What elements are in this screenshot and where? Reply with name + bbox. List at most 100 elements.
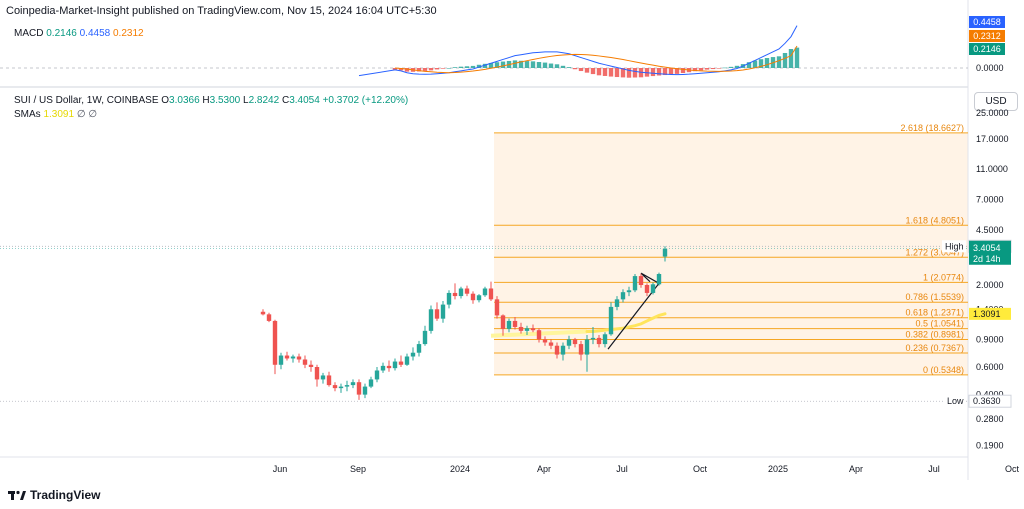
candle-body <box>440 304 446 319</box>
fib-levels: 2.618 (18.6627) 1.618 (4.8051) 1.272 (3.00… <box>494 123 968 376</box>
candle-body <box>566 339 572 346</box>
macd-hist-bar <box>608 68 614 77</box>
high-value: 3.5300 <box>209 95 241 106</box>
candles <box>260 246 668 400</box>
candle-body <box>596 337 602 345</box>
macd-signal-tag: 0.2312 <box>969 30 1005 42</box>
macd-hist-bar <box>476 64 482 68</box>
candle <box>632 274 638 293</box>
time-tick-label: Sep <box>350 464 366 474</box>
fib-zone <box>494 132 968 375</box>
candle <box>404 353 410 366</box>
candle-body <box>560 345 566 355</box>
candle <box>626 286 632 297</box>
candle-body <box>620 292 626 300</box>
candle <box>290 354 296 363</box>
candle-body <box>524 328 530 331</box>
macd-hist-tag: 0.2146 <box>969 43 1005 55</box>
macd-hist-bar <box>716 68 722 69</box>
candle-body <box>302 359 308 365</box>
fib-level-label: 0.5 (1.0541) <box>915 319 964 329</box>
candle-body <box>380 365 386 371</box>
price-tick-label: 0.1900 <box>976 440 1004 450</box>
macd-hist-bar <box>704 68 710 70</box>
candle <box>380 362 386 373</box>
candle-body <box>284 355 290 359</box>
macd-legend: MACD 0.2146 0.4458 0.2312 <box>14 28 144 39</box>
macd-hist-bar <box>494 62 500 68</box>
macd-hist-bar <box>710 68 716 70</box>
macd-hist-bar <box>470 65 476 68</box>
price-tick-label: 4.5000 <box>976 225 1004 235</box>
sma-empty-1: ∅ <box>76 109 86 120</box>
candle-body <box>536 330 542 340</box>
candle <box>422 325 428 346</box>
macd-hist-bar <box>620 68 626 78</box>
candle <box>650 282 656 295</box>
brand[interactable]: TradingView <box>8 488 100 502</box>
macd-hist-bar <box>656 68 662 76</box>
macd-signal-line <box>394 45 798 74</box>
currency-selector[interactable]: USD <box>974 92 1018 111</box>
macd-hist-bar <box>764 58 770 68</box>
candle <box>572 337 578 348</box>
candle-body <box>260 311 266 315</box>
chart-grid <box>0 0 969 480</box>
candle <box>656 272 662 286</box>
candle-body <box>626 290 632 293</box>
high-label: H <box>202 95 210 106</box>
candle-body <box>644 285 650 293</box>
sma-legend: SMAs 1.3091 ∅ ∅ <box>14 109 97 120</box>
macd-hist-bar <box>422 68 428 71</box>
macd-signal-value: 0.2312 <box>112 28 144 39</box>
candle-body <box>584 339 590 355</box>
candle <box>494 296 500 319</box>
macd-hist-bar <box>794 47 800 68</box>
macd-hist-bar <box>758 59 764 68</box>
macd-hist-value: 0.2146 <box>46 28 77 39</box>
candle <box>356 379 362 400</box>
candle <box>482 286 488 297</box>
high-tag-bg <box>942 240 966 253</box>
macd-hist-bar <box>728 66 734 68</box>
price-tick-label: 11.0000 <box>976 164 1008 174</box>
macd-hist-bar <box>572 68 578 70</box>
macd-hist-bar <box>680 68 686 74</box>
candle <box>398 355 404 367</box>
candle <box>530 324 536 333</box>
candle-body <box>470 293 476 301</box>
candle <box>578 340 584 361</box>
candle-body <box>458 288 464 297</box>
candle-body <box>278 355 284 365</box>
countdown-value: 2d 14h <box>973 254 1001 264</box>
open-value: 3.0366 <box>169 95 200 106</box>
macd-hist-bar <box>752 60 758 68</box>
brand-name: TradingView <box>30 488 101 502</box>
sma-line <box>585 312 667 334</box>
price-tick-label: 0.9000 <box>976 334 1004 344</box>
candle-body <box>530 328 536 331</box>
macd-hist-bar <box>530 61 536 68</box>
price-tick-label: 0.6000 <box>976 362 1004 372</box>
candle <box>596 334 602 348</box>
candle <box>434 302 440 321</box>
time-tick-label: 2024 <box>450 464 470 474</box>
candle-body <box>296 356 302 360</box>
macd-hist-bar <box>776 56 782 68</box>
candle-body <box>350 382 356 386</box>
candle <box>662 246 668 262</box>
price-tag-text: 0.4458 <box>973 17 1001 27</box>
fib-level-label: 2.618 (18.6627) <box>900 123 964 133</box>
macd-hist-bar <box>734 65 740 68</box>
sma-label: SMAs <box>14 109 41 120</box>
price-tag-bg <box>969 43 1005 55</box>
macd-hist-bar <box>542 62 548 68</box>
candle-body <box>554 345 560 355</box>
candle <box>410 347 416 361</box>
candle-body <box>614 299 620 307</box>
candle-body <box>476 295 482 301</box>
candle <box>446 290 452 309</box>
candle <box>602 332 608 348</box>
time-tick-label: 2025 <box>768 464 788 474</box>
